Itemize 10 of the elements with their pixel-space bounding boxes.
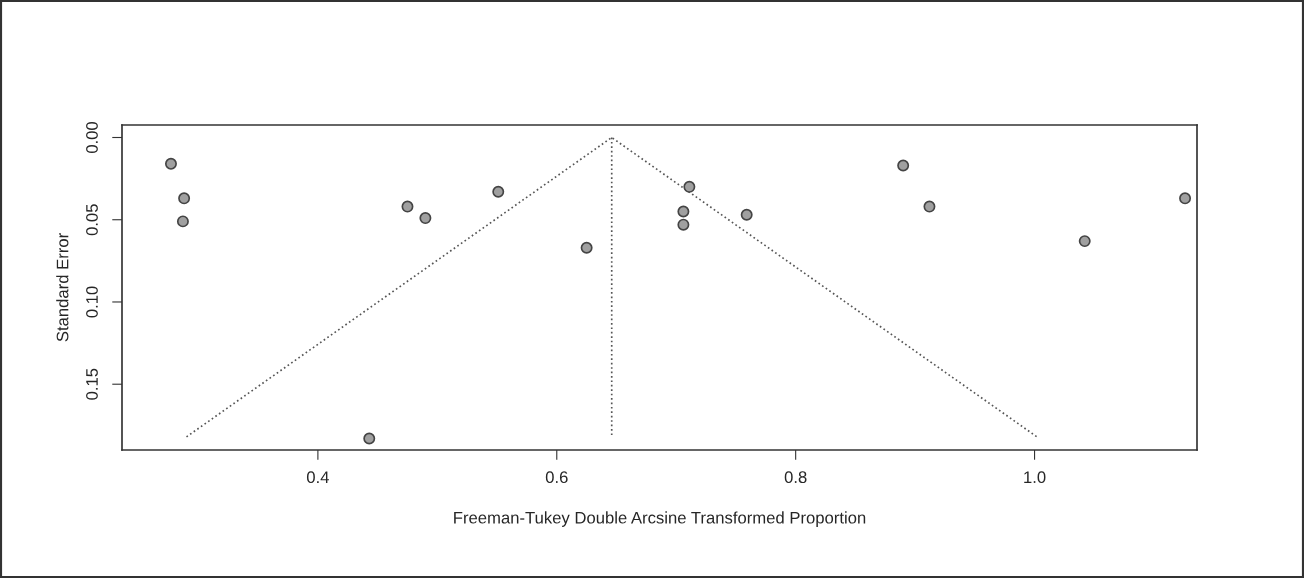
x-tick-label: 0.6 bbox=[545, 471, 568, 484]
y-tick-label: 0.00 bbox=[86, 121, 98, 154]
x-tick-label: 0.4 bbox=[306, 471, 329, 484]
y-tick-label: 0.15 bbox=[86, 368, 98, 400]
y-axis-title: Standard Error bbox=[56, 233, 69, 342]
x-axis-title: Freeman-Tukey Double Arcsine Transformed Proportion bbox=[454, 511, 866, 527]
y-tick-label: 0.10 bbox=[86, 286, 98, 318]
x-tick-label: 0.8 bbox=[784, 471, 807, 484]
y-tick-label: 0.05 bbox=[86, 204, 98, 236]
x-tick-label: 1.0 bbox=[1024, 471, 1046, 484]
